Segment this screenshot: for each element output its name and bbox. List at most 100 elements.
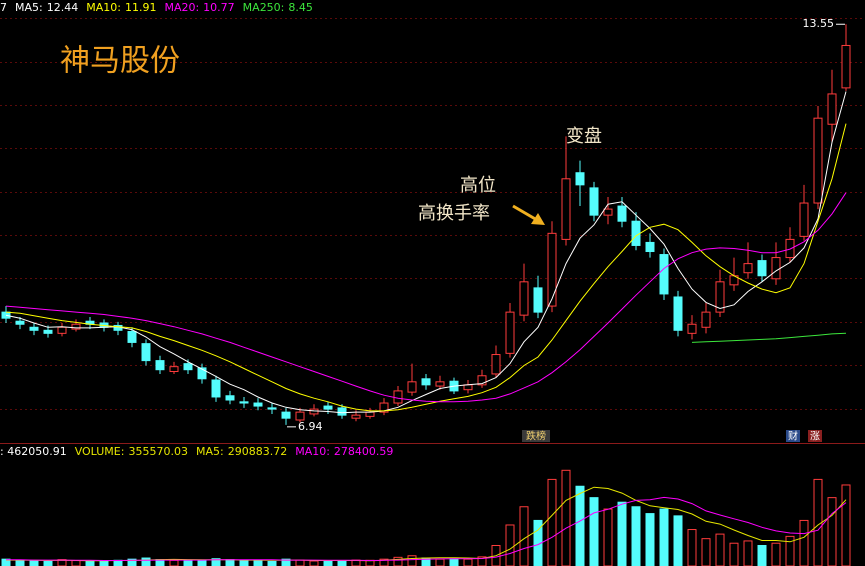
volume-bar [253,560,263,566]
annotation: 变盘 [566,126,602,147]
volume-bar [113,559,123,566]
legend-name: VOLUME: [75,445,125,458]
candle-body [715,281,725,313]
candle-body [239,401,249,404]
legend-value: 290883.72 [228,445,288,458]
volume-bar [771,542,781,566]
candle-body [603,208,613,216]
volume-bar [547,478,557,566]
legend-value: 8.45 [288,1,313,14]
candle-body [827,93,837,125]
candle-body [197,367,207,380]
volume-bar [841,484,851,566]
candle-body [841,44,851,89]
candle-body [365,411,375,417]
candle-body [645,241,655,253]
volume-bar [631,506,641,566]
candle-body [211,379,221,398]
volume-header: : 462050.91 VOLUME: 355570.03 MA5: 290883.72… [0,445,393,458]
candle-body [295,411,305,421]
ma-line [5,123,847,412]
annotation: 高换手率 [418,203,490,224]
volume-bar [463,558,473,566]
candle-body [407,381,417,393]
legend-value: 278400.59 [334,445,394,458]
header-lead: : 462050.91 [0,445,67,458]
candle-body [379,402,389,413]
volume-bar [85,560,95,566]
candle-body [505,311,515,354]
volume-bar [505,524,515,566]
candle-body [57,326,67,334]
annotation-arrow [512,204,545,225]
volume-bar [169,559,179,566]
volume-bar [687,529,697,566]
volume-bar [337,560,347,566]
ma-line [691,332,847,343]
candle-body [43,329,53,334]
candle-body [813,117,823,204]
volume-bar [575,485,585,566]
candle-body [169,366,179,373]
candle-body [561,178,571,240]
candle-body [771,257,781,280]
candle-body [71,323,81,330]
legend-value: 355570.03 [128,445,188,458]
volume-bar [15,559,25,566]
candle-body [687,323,697,334]
candle-body [183,363,193,371]
volume-bar [393,556,403,566]
volume-bar [715,533,725,566]
ma-line [5,192,847,403]
candle-body [253,402,263,407]
candle-body [491,354,501,375]
volume-bar [197,559,207,566]
volume-bar [603,508,613,566]
legend-name: MA5: [196,445,224,458]
volume-bar [785,535,795,566]
annotation: 高位 [460,175,496,196]
volume-bar [267,560,277,566]
volume-bar [743,540,753,566]
candle-body [267,407,277,410]
candle-body [393,390,403,404]
volume-bar [617,501,627,566]
volume-bar [99,560,109,566]
candle-body [533,287,543,313]
volume-bar [673,515,683,566]
candle-body [141,343,151,362]
volume-bar [729,542,739,566]
candle-body [589,187,599,216]
candle-body [15,320,25,325]
event-tag-box [808,430,822,442]
legend-name: MA250: [243,1,285,14]
candle-body [323,405,333,410]
volume-bar [295,559,305,566]
volume-bar [435,558,445,566]
candle-body [701,311,711,328]
volume-bar [183,560,193,566]
event-tag: 跌榜 [526,430,546,443]
legend-name: MA5: [15,1,43,14]
ma-line [6,496,847,562]
candle-body [799,202,809,237]
grid [0,18,865,410]
volume-bar [799,519,809,566]
candle-body [421,378,431,386]
volume-bar [71,560,81,566]
legend-name: MA10: [295,445,330,458]
volume-bar [589,497,599,566]
candle-body [785,238,795,259]
volume-bar [561,469,571,566]
ma-line [5,91,847,414]
legend-name: MA20: [164,1,199,14]
candle-body [281,411,291,419]
candle-body [659,254,669,295]
candle-body [463,384,473,391]
volume-bar [701,538,711,566]
candle-body [757,260,767,277]
volume-bar [239,560,249,566]
legend-value: 12.44 [47,1,79,14]
volume-bar [757,544,767,566]
